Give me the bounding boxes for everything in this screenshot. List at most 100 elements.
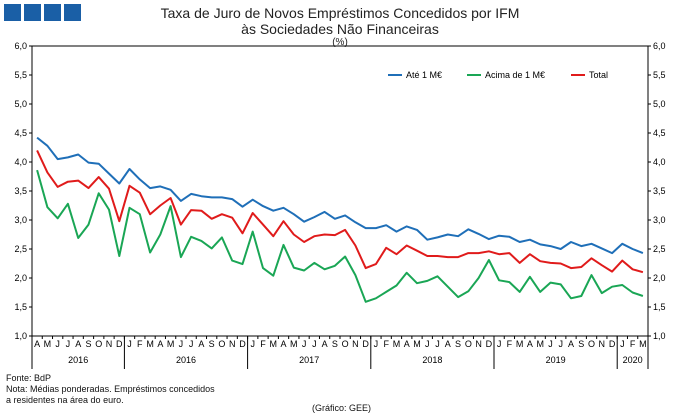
x-month-label: N bbox=[106, 339, 113, 349]
series-line bbox=[36, 169, 644, 303]
x-year-label: 2020 bbox=[623, 355, 643, 365]
y-tick-label-left: 3,0 bbox=[14, 215, 27, 225]
x-month-label: M bbox=[413, 339, 421, 349]
x-year-label: 2019 bbox=[546, 355, 566, 365]
x-month-label: A bbox=[198, 339, 204, 349]
y-tick-label-right: 2,5 bbox=[653, 244, 666, 254]
x-month-label: J bbox=[189, 339, 194, 349]
x-month-label: D bbox=[609, 339, 616, 349]
y-tick-label-right: 3,0 bbox=[653, 215, 666, 225]
source-note: Fonte: BdP bbox=[6, 373, 52, 383]
x-month-label: J bbox=[302, 339, 307, 349]
y-tick-label-left: 4,5 bbox=[14, 128, 27, 138]
y-tick-label-right: 5,0 bbox=[653, 99, 666, 109]
x-month-label: J bbox=[558, 339, 563, 349]
y-tick-label-left: 6,0 bbox=[14, 41, 27, 51]
x-month-label: A bbox=[75, 339, 81, 349]
x-month-label: F bbox=[260, 339, 266, 349]
x-month-label: M bbox=[167, 339, 175, 349]
x-month-label: J bbox=[179, 339, 184, 349]
x-month-label: F bbox=[383, 339, 389, 349]
chart-title-line2: às Sociedades Não Financeiras bbox=[241, 21, 439, 37]
x-month-label: J bbox=[250, 339, 255, 349]
x-month-label: F bbox=[630, 339, 636, 349]
y-tick-label-left: 2,0 bbox=[14, 273, 27, 283]
y-tick-label-right: 5,5 bbox=[653, 70, 666, 80]
x-month-label: A bbox=[322, 339, 328, 349]
logo-square bbox=[4, 4, 21, 21]
x-month-label: A bbox=[445, 339, 451, 349]
x-year-label: 2017 bbox=[299, 355, 319, 365]
logo-square bbox=[64, 4, 81, 21]
x-month-label: J bbox=[497, 339, 502, 349]
y-tick-label-left: 1,0 bbox=[14, 331, 27, 341]
x-month-label: O bbox=[588, 339, 595, 349]
series-line bbox=[36, 149, 644, 274]
y-tick-label-right: 4,5 bbox=[653, 128, 666, 138]
x-month-label: A bbox=[404, 339, 410, 349]
x-month-label: J bbox=[620, 339, 625, 349]
x-month-label: S bbox=[85, 339, 91, 349]
x-month-label: D bbox=[362, 339, 369, 349]
y-tick-label-right: 1,0 bbox=[653, 331, 666, 341]
y-tick-label-left: 5,5 bbox=[14, 70, 27, 80]
legend-label: Até 1 M€ bbox=[406, 70, 442, 80]
x-month-label: M bbox=[146, 339, 154, 349]
x-month-label: N bbox=[229, 339, 236, 349]
x-month-label: J bbox=[425, 339, 430, 349]
x-month-label: O bbox=[218, 339, 225, 349]
footnote-line2: a residentes na área do euro. bbox=[6, 395, 124, 405]
x-month-label: D bbox=[239, 339, 246, 349]
chart-unit: (%) bbox=[332, 37, 348, 48]
y-tick-label-right: 2,0 bbox=[653, 273, 666, 283]
x-month-label: A bbox=[281, 339, 287, 349]
x-month-label: D bbox=[486, 339, 493, 349]
y-tick-label-left: 1,5 bbox=[14, 302, 27, 312]
y-tick-label-right: 3,5 bbox=[653, 186, 666, 196]
x-month-label: J bbox=[548, 339, 553, 349]
bdp-logo bbox=[4, 4, 81, 21]
x-month-label: J bbox=[127, 339, 132, 349]
x-month-label: M bbox=[639, 339, 647, 349]
x-month-label: J bbox=[435, 339, 440, 349]
logo-square bbox=[24, 4, 41, 21]
x-month-label: O bbox=[465, 339, 472, 349]
y-tick-label-left: 4,0 bbox=[14, 157, 27, 167]
x-month-label: O bbox=[95, 339, 102, 349]
x-month-label: J bbox=[374, 339, 379, 349]
x-month-label: N bbox=[599, 339, 606, 349]
x-month-label: S bbox=[455, 339, 461, 349]
plot-frame bbox=[31, 45, 649, 337]
footnote-line1: Nota: Médias ponderadas. Empréstimos con… bbox=[6, 384, 215, 394]
x-month-label: N bbox=[352, 339, 359, 349]
y-tick-label-right: 1,5 bbox=[653, 302, 666, 312]
legend-label: Acima de 1 M€ bbox=[485, 70, 545, 80]
x-month-label: M bbox=[393, 339, 401, 349]
x-month-label: N bbox=[475, 339, 482, 349]
x-month-label: M bbox=[536, 339, 544, 349]
y-tick-label-right: 6,0 bbox=[653, 41, 666, 51]
x-month-label: M bbox=[290, 339, 298, 349]
series-line bbox=[36, 136, 644, 255]
x-month-label: A bbox=[568, 339, 574, 349]
x-year-label: 2018 bbox=[422, 355, 442, 365]
x-month-label: J bbox=[312, 339, 317, 349]
chart-title-line1: Taxa de Juro de Novos Empréstimos Conced… bbox=[160, 5, 520, 21]
legend-label: Total bbox=[589, 70, 608, 80]
x-month-label: S bbox=[209, 339, 215, 349]
x-month-label: M bbox=[44, 339, 52, 349]
chart-credit: (Gráfico: GEE) bbox=[312, 403, 372, 413]
x-month-label: O bbox=[342, 339, 349, 349]
x-month-label: M bbox=[516, 339, 524, 349]
x-month-label: F bbox=[137, 339, 143, 349]
x-month-label: D bbox=[116, 339, 123, 349]
x-month-label: J bbox=[66, 339, 71, 349]
chart-title: Taxa de Juro de Novos Empréstimos Conced… bbox=[0, 5, 680, 37]
x-month-label: F bbox=[507, 339, 513, 349]
x-month-label: J bbox=[55, 339, 60, 349]
x-month-label: S bbox=[578, 339, 584, 349]
x-month-label: M bbox=[270, 339, 278, 349]
y-tick-label-left: 5,0 bbox=[14, 99, 27, 109]
y-tick-label-left: 2,5 bbox=[14, 244, 27, 254]
